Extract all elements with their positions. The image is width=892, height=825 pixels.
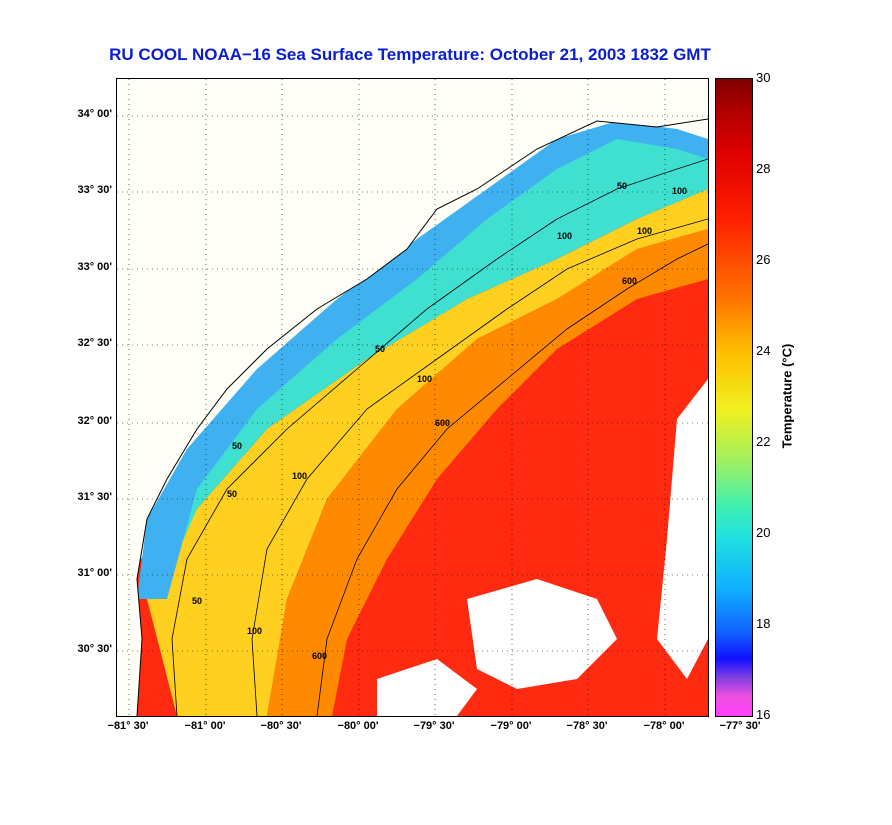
longitude-tick-label: −81° 30' xyxy=(107,720,149,732)
orange-band xyxy=(267,229,708,716)
contour-label: 50 xyxy=(192,596,202,606)
contour-label: 600 xyxy=(435,418,450,428)
contour-labels: 50 50 50 50 50 100 100 100 100 100 100 600 600 600 xyxy=(192,181,687,661)
colorbar-tick-label: 24 xyxy=(756,343,771,358)
latitude-tick-label: 31° 30' xyxy=(77,491,112,503)
contour-label: 50 xyxy=(227,489,237,499)
isobath-50 xyxy=(171,158,708,716)
longitude-tick-label: −80° 30' xyxy=(260,720,302,732)
lat-lon-grid xyxy=(117,79,708,716)
map-title: RU COOL NOAA−16 Sea Surface Temperature:… xyxy=(109,45,711,64)
longitude-tick-label: −78° 30' xyxy=(566,720,608,732)
land xyxy=(117,79,708,716)
contour-label: 100 xyxy=(417,374,432,384)
contour-label: 50 xyxy=(375,344,385,354)
contour-label: 100 xyxy=(292,471,307,481)
colorbar-tick-label: 20 xyxy=(756,525,771,540)
isobath-600 xyxy=(316,243,708,716)
colorbar-tick-label: 28 xyxy=(756,161,771,176)
longitude-tick-label: −79° 30' xyxy=(413,720,455,732)
longitude-tick-label: −78° 00' xyxy=(643,720,685,732)
cloud-patch xyxy=(657,379,708,679)
colorbar-label: Temperature (°C) xyxy=(779,343,795,449)
contour-label: 50 xyxy=(617,181,627,191)
colorbar-tick-label: 18 xyxy=(756,616,771,631)
latitude-tick-label: 33° 30' xyxy=(77,184,112,196)
contour-label: 600 xyxy=(622,276,637,286)
coastline xyxy=(136,118,708,716)
colorbar-tick-label: 16 xyxy=(756,707,771,722)
latitude-tick-label: 30° 30' xyxy=(77,643,112,655)
colorbar-tick-label: 30 xyxy=(756,70,771,85)
contour-label: 100 xyxy=(247,626,262,636)
contour-label: 100 xyxy=(557,231,572,241)
longitude-tick-label: −77° 30' xyxy=(719,720,761,732)
longitude-tick-label: −79° 00' xyxy=(490,720,532,732)
cloud-patch xyxy=(377,659,477,716)
contour-label: 100 xyxy=(637,226,652,236)
latitude-tick-label: 34° 00' xyxy=(77,108,112,120)
contour-label: 600 xyxy=(312,651,327,661)
temperature-colorbar xyxy=(715,78,753,717)
cloud-patch xyxy=(467,579,617,689)
shelf-water xyxy=(147,129,708,599)
latitude-tick-label: 32° 00' xyxy=(77,415,112,427)
latitude-tick-label: 32° 30' xyxy=(77,337,112,349)
contour-label: 50 xyxy=(232,441,242,451)
colorbar-tick-label: 22 xyxy=(756,434,771,449)
sst-map-canvas: 50 50 50 50 50 100 100 100 100 100 100 600 600 600 xyxy=(117,79,708,716)
mid-water xyxy=(147,189,708,716)
contour-label: 100 xyxy=(672,186,687,196)
longitude-tick-label: −81° 00' xyxy=(184,720,226,732)
sst-map[interactable]: 50 50 50 50 50 100 100 100 100 100 100 600 600 600 xyxy=(116,78,709,717)
longitude-tick-label: −80° 00' xyxy=(337,720,379,732)
latitude-tick-label: 31° 00' xyxy=(77,567,112,579)
latitude-tick-label: 33° 00' xyxy=(77,261,112,273)
isobath-100 xyxy=(251,218,708,716)
colorbar-tick-label: 26 xyxy=(756,252,771,267)
